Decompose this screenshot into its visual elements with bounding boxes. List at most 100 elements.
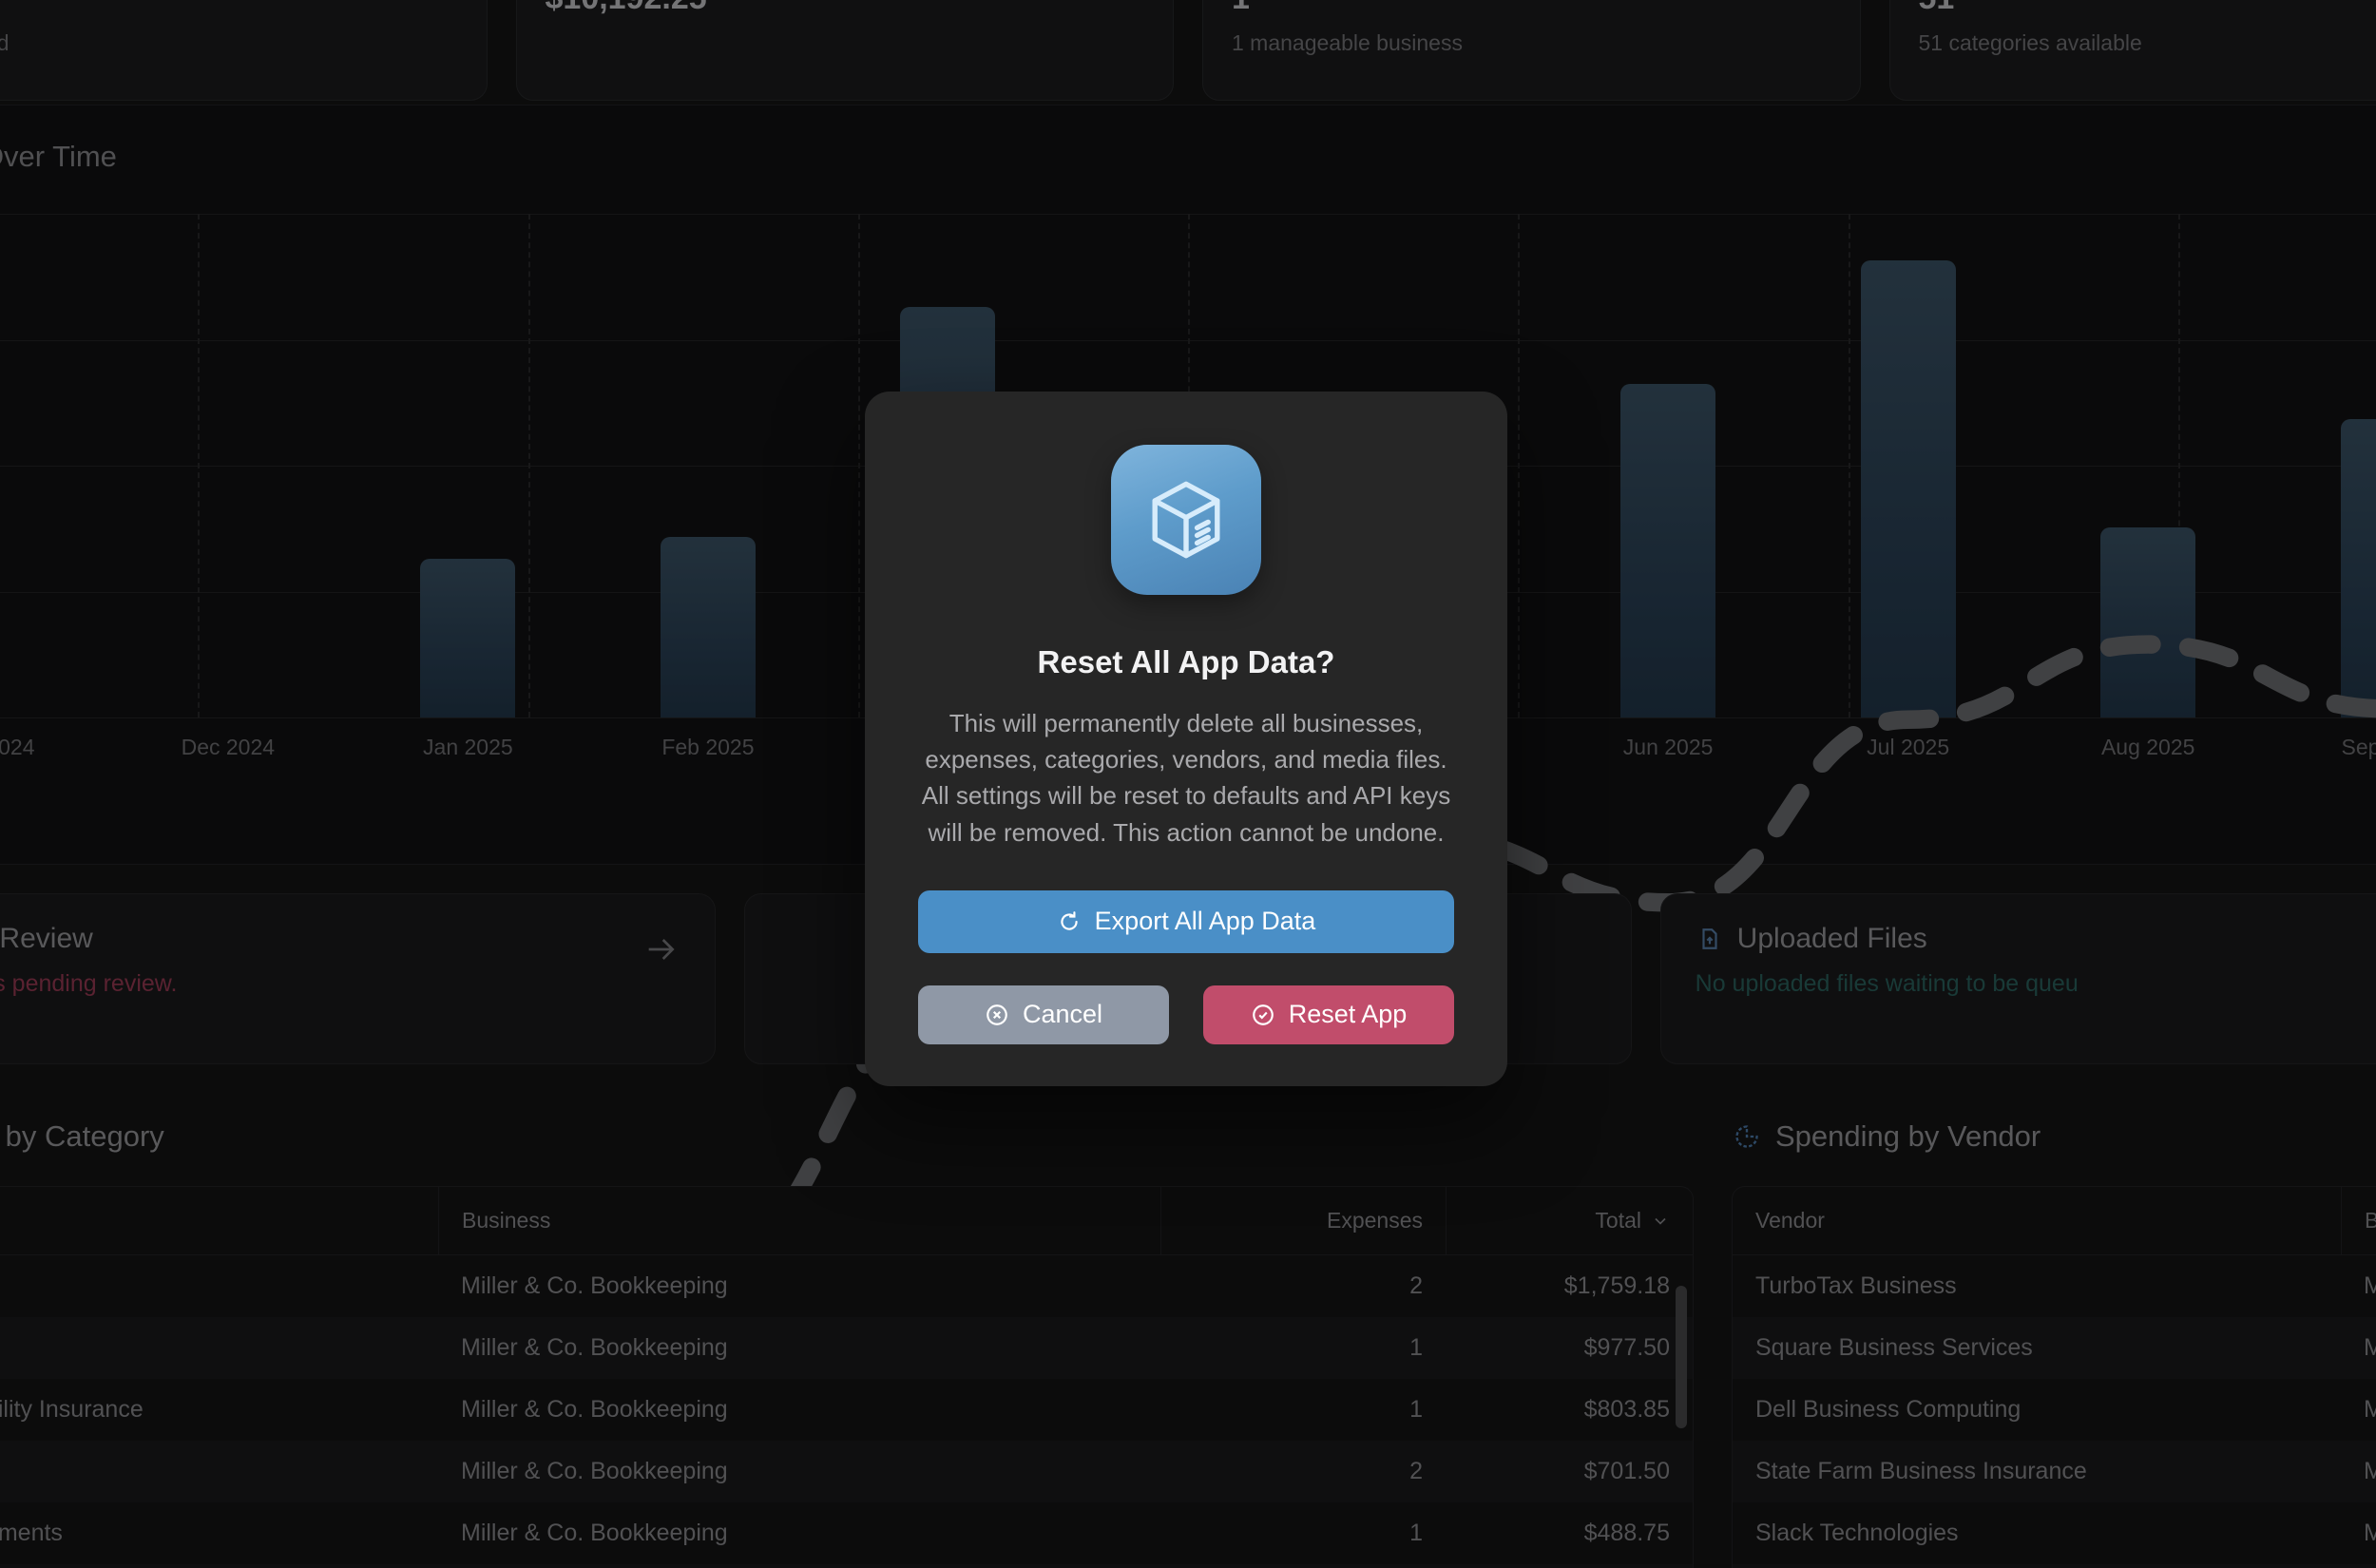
chart-bar-slot[interactable]: [588, 214, 829, 717]
gridline-v: [527, 214, 530, 717]
chart-x-tick: Dec 2024: [181, 735, 276, 759]
chart-x-tick: Jun 2025: [1622, 735, 1714, 759]
vendor-table-header: Vendor Business: [1733, 1187, 2376, 1255]
cell-category: fessional Liability Insurance: [0, 1396, 144, 1423]
uploaded-files-header: Uploaded Files: [1696, 923, 2376, 955]
cell-total: $803.85: [1583, 1396, 1670, 1423]
cell-business: Miller & Co. Bookkeeping: [461, 1272, 728, 1299]
cell-total: $701.50: [1583, 1458, 1670, 1484]
vendor-table-body: TurboTax Business Miller & Co. Bookkeepin…: [1733, 1255, 2376, 1568]
gridline-v: [857, 214, 860, 717]
table-row[interactable]: vel ExpensesMiller & Co. Bookkeeping2$70…: [0, 1441, 1693, 1502]
gridline-v: [1848, 214, 1850, 717]
cell-total: $1,759.18: [1563, 1272, 1670, 1299]
stat-card-expenditure[interactable]: Expenditure $10,192.25: [515, 0, 1174, 101]
reset-app-button[interactable]: Reset App: [1203, 985, 1454, 1044]
gridline-v: [1518, 214, 1521, 717]
chart-title: pending Over Time: [0, 140, 117, 173]
table-row[interactable]: Slack Technologies Miller & Co. Bookkeepi…: [1733, 1502, 2376, 1564]
category-table: egory Business Expenses Total ce Furnitu…: [0, 1186, 1694, 1568]
chart-bar-slot[interactable]: [2268, 214, 2376, 717]
arrow-right-icon[interactable]: [641, 928, 682, 970]
chart-x-tick: Aug 2025: [2100, 735, 2195, 759]
chart-bar[interactable]: [420, 558, 516, 717]
cancel-button[interactable]: Cancel: [918, 985, 1169, 1044]
chart-x-tick: Jul 2025: [1867, 735, 1950, 759]
chart-bar[interactable]: [2100, 527, 2196, 717]
cell-expenses: 1: [1409, 1520, 1423, 1546]
category-table-scrollbar[interactable]: [1676, 1286, 1687, 1542]
column-header-business[interactable]: Business: [438, 1187, 1160, 1254]
cell-total: $977.50: [1583, 1334, 1670, 1361]
column-header-business[interactable]: Business: [2341, 1187, 2376, 1254]
table-row[interactable]: Dell Business Computing Miller & Co. Book…: [1733, 1379, 2376, 1441]
category-table-header: egory Business Expenses Total: [0, 1187, 1693, 1255]
table-row[interactable]: Canva Pro BusinessMiller & Co. Bookkeepi…: [1733, 1564, 2376, 1568]
chart-x-tick: Jan 2025: [423, 735, 513, 759]
pending-review-title: ending Review: [0, 923, 93, 954]
dialog-title: Reset All App Data?: [1037, 644, 1335, 679]
table-row[interactable]: fee & Refreshments Miller & Co. Bookkeepi…: [0, 1502, 1693, 1564]
table-row[interactable]: ce FurnitureMiller & Co. Bookkeeping2$1,…: [0, 1255, 1693, 1317]
cell-vendor: State Farm Business Insurance: [1755, 1458, 2087, 1484]
stat-card-categories[interactable]: Categories 51 51 categories available: [1888, 0, 2376, 101]
scrollbar-thumb[interactable]: [1676, 1286, 1687, 1428]
stat-cards-row: Expenses 47 enses recorded Expenditure $…: [0, 0, 2376, 101]
export-button-label: Export All App Data: [1094, 907, 1316, 936]
stat-card-businesses[interactable]: Businesses 1 1 manageable business: [1202, 0, 1861, 101]
gridline-v: [198, 214, 201, 717]
pending-review-message: e 6 expenses pending review.: [0, 970, 178, 997]
cell-business: Miller & Co. Bookkeeping: [461, 1520, 728, 1546]
cell-expenses: 2: [1409, 1458, 1423, 1484]
chart-bar[interactable]: [1860, 259, 1956, 717]
cell-category: fee & Refreshments: [0, 1520, 63, 1546]
cell-business: Miller & Co. Bookkeeping: [2341, 1255, 2376, 1317]
table-row[interactable]: TurboTax Business Miller & Co. Bookkeepin…: [1733, 1255, 2376, 1317]
column-header-expenses[interactable]: Expenses: [1160, 1187, 1446, 1254]
dialog-body-text: This will permanently delete all busines…: [921, 709, 1451, 847]
cell-business: Miller & Co. Bookkeeping: [2341, 1502, 2376, 1564]
column-header-vendor[interactable]: Vendor: [1755, 1208, 1825, 1233]
stat-card-value: 1: [1232, 0, 1831, 17]
chart-bar[interactable]: [660, 537, 756, 717]
chart-bar-slot[interactable]: [348, 214, 588, 717]
chart-bar[interactable]: [2340, 419, 2376, 717]
export-all-app-data-button[interactable]: Export All App Data: [918, 889, 1454, 953]
column-header-total[interactable]: Total: [1446, 1187, 1693, 1254]
table-row[interactable]: fessional Liability Insurance Miller & Co…: [0, 1379, 1693, 1441]
chart-bar-slot[interactable]: [1788, 214, 2028, 717]
table-row[interactable]: rnet & PhoneMiller & Co. Bookkeeping1$97…: [0, 1317, 1693, 1379]
cell-vendor: Dell Business Computing: [1755, 1396, 2022, 1423]
stat-card-value: $10,192.25: [546, 0, 1145, 17]
table-row[interactable]: Square Business Services Miller & Co. Boo…: [1733, 1317, 2376, 1379]
chevron-down-icon: [1651, 1212, 1670, 1231]
chart-bar-slot[interactable]: [1548, 214, 1789, 717]
cell-vendor: Square Business Services: [1755, 1334, 2033, 1361]
uploaded-files-title: Uploaded Files: [1736, 923, 1927, 954]
stat-card-subtitle: 51 categories available: [1918, 30, 2142, 55]
uploaded-files-card[interactable]: Uploaded Files No uploaded files waiting…: [1659, 893, 2376, 1064]
chart-bar[interactable]: [1620, 384, 1716, 717]
chart-x-tick: Nov 2024: [0, 735, 35, 759]
bottom-tables-row: Spending by Category egory Business Expe…: [0, 1093, 2376, 1568]
vendor-table: Vendor Business TurboTax Business Miller …: [1732, 1186, 2376, 1568]
cell-business: Miller & Co. Bookkeeping: [2341, 1441, 2376, 1502]
refresh-icon: [1057, 909, 1082, 934]
chart-header: pending Over Time Actua: [0, 140, 2376, 174]
table-row[interactable]: State Farm Business Insurance Miller & Co…: [1733, 1441, 2376, 1502]
cube-box-icon: [1111, 445, 1261, 595]
check-circle-icon: [1251, 1003, 1275, 1027]
pending-review-card[interactable]: ending Review e 6 expenses pending revie…: [0, 893, 717, 1064]
stat-card-subtitle: 1 manageable business: [1232, 30, 1463, 55]
cell-expenses: 1: [1409, 1334, 1423, 1361]
spending-by-vendor-header: Spending by Vendor: [1732, 1093, 2376, 1186]
chart-bar-slot[interactable]: [2028, 214, 2269, 717]
stat-card-expenses[interactable]: Expenses 47 enses recorded: [0, 0, 488, 101]
table-row[interactable]: ning & CertificationsMiller & Co. Bookke…: [0, 1564, 1693, 1568]
file-upload-icon: [1696, 925, 1724, 953]
column-header-total-label: Total: [1595, 1208, 1641, 1233]
chart-x-tick: Feb 2025: [661, 735, 755, 759]
spending-by-category-card: Spending by Category egory Business Expe…: [0, 1093, 1694, 1568]
cell-business: Miller & Co. Bookkeeping: [461, 1458, 728, 1484]
